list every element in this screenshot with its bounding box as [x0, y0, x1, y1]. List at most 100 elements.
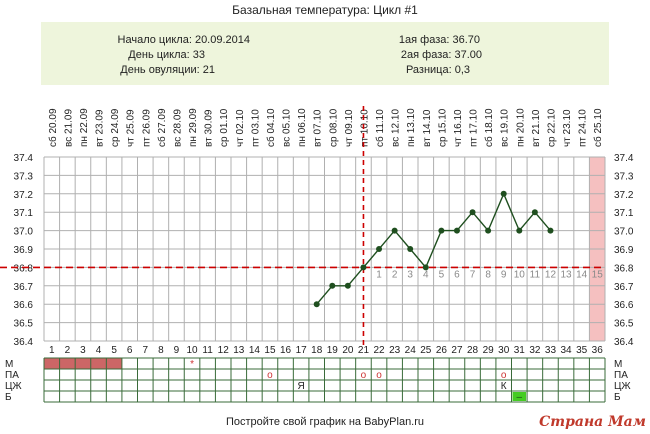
temperature-point	[500, 190, 507, 197]
cycle-day-number: 25	[420, 345, 432, 356]
cycle-day-number: 6	[127, 345, 133, 356]
cycle-day-number: 16	[280, 345, 292, 356]
y-tick-label-left: 36.7	[14, 282, 34, 293]
row-label-right: М	[614, 359, 622, 370]
date-label: вт 21.10	[531, 109, 542, 147]
date-label: ср 22.10	[546, 108, 557, 147]
cycle-day-number: 24	[405, 345, 417, 356]
cycle-day-number: 21	[358, 345, 370, 356]
cycle-day-number: 10	[186, 345, 198, 356]
temperature-point	[329, 282, 336, 289]
cycle-day-number: 33	[545, 345, 557, 356]
y-tick-label-left: 37.2	[14, 190, 34, 201]
cycle-day-number: 11	[202, 345, 213, 356]
temperature-point	[485, 227, 492, 234]
cycle-day-number: 18	[311, 345, 323, 356]
temperature-point	[516, 227, 523, 234]
cycle-day-number: 30	[498, 345, 510, 356]
cj-mark: Я	[298, 381, 305, 392]
row-label-left: Б	[5, 392, 12, 403]
y-tick-label-left: 37.3	[14, 171, 34, 182]
date-label: вт 07.10	[313, 109, 324, 147]
date-label: пн 29.09	[188, 108, 199, 147]
phase2-day-number: 4	[423, 269, 429, 280]
temperature-point	[360, 264, 367, 271]
date-label: чт 09.10	[344, 109, 355, 147]
phase2-day-number: 1	[376, 269, 382, 280]
cycle-day-number: 26	[436, 345, 448, 356]
pa-mark: о	[376, 370, 382, 381]
date-label: вс 21.09	[63, 109, 74, 147]
cycle-day-number: 17	[296, 345, 308, 356]
phase2-avg: 2ая фаза: 37.00	[401, 49, 482, 61]
cycle-day-number: 23	[389, 345, 401, 356]
date-label: сб 11.10	[374, 109, 386, 147]
row-label-left: ПА	[5, 370, 19, 381]
cycle-day-number: 15	[264, 345, 276, 356]
menstruation-cell	[59, 358, 76, 369]
date-label: сб 27.09	[156, 108, 168, 147]
cycle-day-number: 8	[158, 345, 164, 356]
temperature-point	[391, 227, 398, 234]
temperature-line	[316, 192, 551, 305]
cycle-day-number: 4	[96, 345, 102, 356]
date-label: пт 10.10	[359, 109, 370, 147]
cycle-day-number: 5	[111, 345, 117, 356]
temperature-point	[344, 282, 351, 289]
date-label: вт 23.09	[95, 109, 106, 147]
y-tick-label-right: 37.3	[614, 171, 634, 182]
cycle-day-number: 19	[327, 345, 339, 356]
y-tick-label-right: 36.7	[614, 282, 634, 293]
date-label: вт 30.09	[204, 109, 215, 147]
cycle-day: День цикла: 33	[128, 49, 205, 61]
date-label: вс 05.10	[282, 109, 293, 147]
menstruation-cell	[75, 358, 91, 369]
temperature-point	[531, 209, 538, 216]
y-tick-label-right: 36.8	[614, 263, 634, 274]
cycle-day-number: 22	[373, 345, 385, 356]
phase2-day-number: 8	[485, 269, 491, 280]
cycle-day-number: 1	[49, 345, 55, 356]
temperature-point	[453, 227, 460, 234]
y-tick-label-left: 36.6	[14, 300, 34, 311]
phase2-day-number: 11	[530, 269, 541, 280]
y-tick-label-left: 36.9	[14, 245, 34, 256]
phase2-day-number: 5	[439, 269, 445, 280]
y-tick-label-left: 37.4	[14, 153, 34, 164]
cycle-day-number: 13	[233, 345, 245, 356]
phase2-day-number: 14	[576, 269, 588, 280]
date-label: вс 19.10	[500, 109, 511, 147]
menstruation-cell	[90, 358, 107, 369]
date-label: вс 28.09	[172, 109, 183, 147]
cycle-day-number: 2	[65, 345, 71, 356]
temperature-point	[422, 264, 429, 271]
pa-mark: о	[267, 370, 273, 381]
y-tick-label-right: 37.2	[614, 190, 634, 201]
date-label: пт 17.10	[469, 109, 480, 147]
y-tick-label-left: 36.5	[14, 319, 34, 330]
date-label: чт 23.10	[562, 109, 573, 147]
cycle-day-number: 32	[529, 345, 541, 356]
pa-mark: о	[361, 370, 367, 381]
row-label-right: Б	[614, 392, 621, 403]
y-tick-label-right: 37.4	[614, 153, 634, 164]
menstruation-cell	[44, 358, 60, 369]
date-label: чт 25.09	[126, 109, 137, 147]
temperature-point	[469, 209, 476, 216]
y-tick-label-left: 36.4	[14, 337, 34, 348]
difference: Разница: 0,3	[406, 64, 470, 76]
footer-text: Постройте свой график на BabyPlan.ru	[226, 416, 424, 428]
date-label: вт 14.10	[422, 109, 433, 147]
phase2-day-number: 3	[407, 269, 413, 280]
date-label: пн 13.10	[406, 108, 417, 147]
date-label: ср 15.10	[437, 108, 448, 147]
pa-mark: о	[501, 370, 507, 381]
y-tick-label-right: 37.1	[614, 208, 634, 219]
menstruation-cell	[106, 358, 122, 369]
date-label: пн 06.10	[297, 108, 308, 147]
b-mark: –	[517, 392, 523, 403]
date-label: пн 22.09	[79, 108, 90, 147]
chart-title: Базальная температура: Цикл #1	[232, 3, 418, 17]
m-mark: *	[190, 359, 194, 370]
